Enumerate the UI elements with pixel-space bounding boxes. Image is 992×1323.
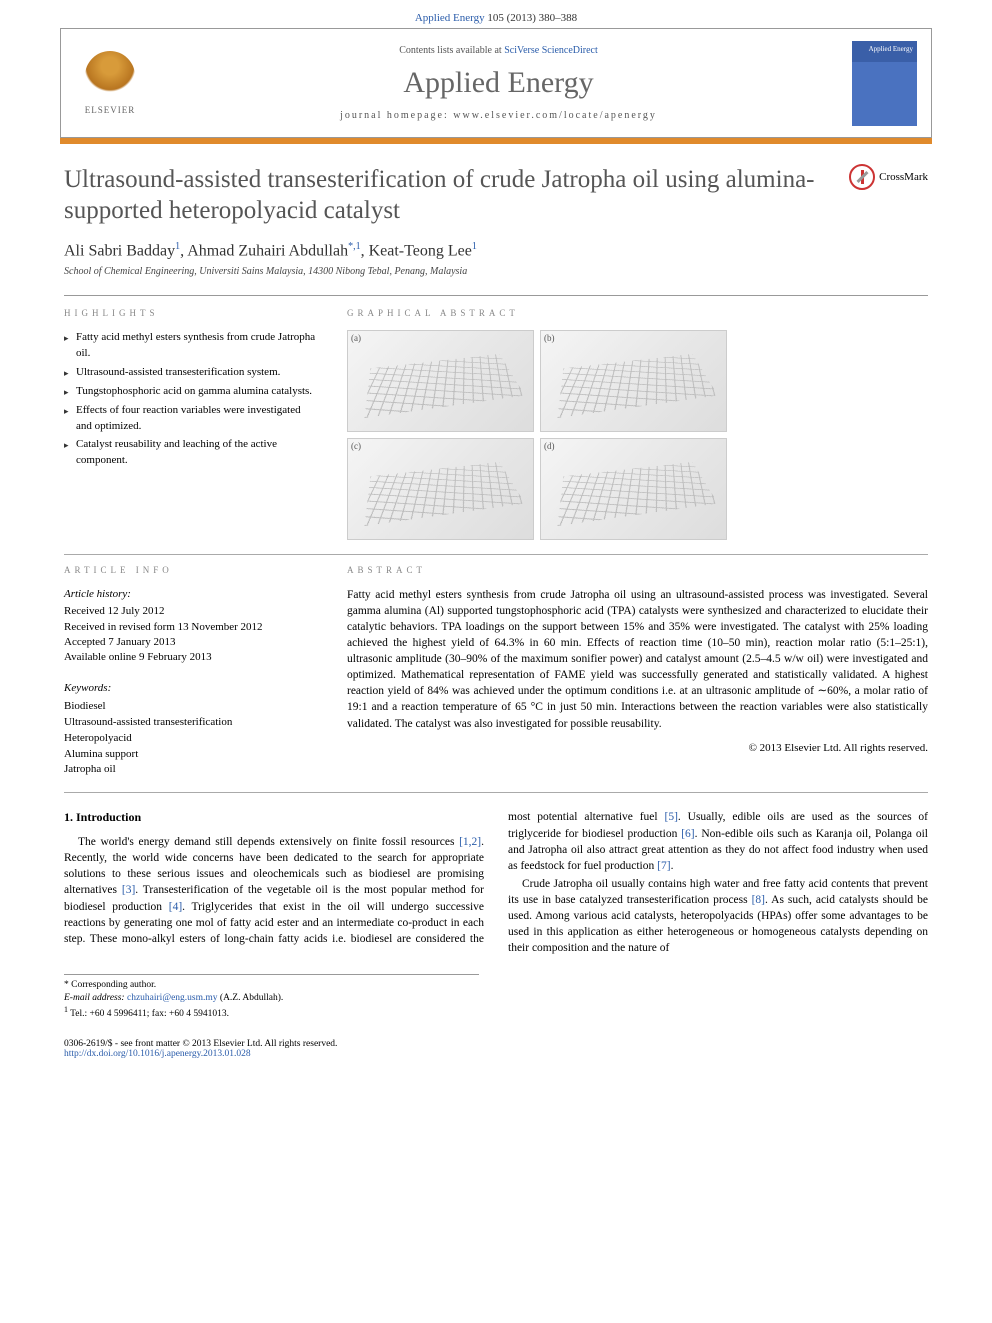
ref-link[interactable]: [3] [122,884,135,896]
ref-link[interactable]: [4] [169,901,182,913]
keyword-item: Heteropolyacid [64,731,319,747]
ga-panel-label: (d) [544,441,555,451]
doi-line: http://dx.doi.org/10.1016/j.apenergy.201… [64,1049,337,1059]
intro-paragraph-2: Crude Jatropha oil usually contains high… [508,876,928,956]
divider [64,554,928,555]
highlight-item: Fatty acid methyl esters synthesis from … [64,330,319,362]
author-3: Keat-Teong Lee [369,242,472,259]
ref-link[interactable]: [8] [752,894,765,906]
section-heading-intro: 1. Introduction [64,809,484,826]
highlights-heading: HIGHLIGHTS [64,308,319,318]
keywords-block: Keywords: Biodiesel Ultrasound-assisted … [64,681,319,779]
tel-line: 1 Tel.: +60 4 5996411; fax: +60 4 594101… [64,1005,479,1021]
homepage-url: www.elsevier.com/locate/apenergy [453,110,657,121]
crossmark-badge[interactable]: CrossMark [849,164,928,190]
keyword-item: Jatropha oil [64,762,319,778]
ref-link[interactable]: [1,2] [459,836,481,848]
graphical-abstract-heading: GRAPHICAL ABSTRACT [347,308,928,318]
footnotes: * Corresponding author. E-mail address: … [64,974,479,1021]
citation-journal-link[interactable]: Applied Energy [415,12,485,24]
article-info-heading: ARTICLE INFO [64,565,319,575]
article-title: Ultrasound-assisted transesterification … [64,164,829,227]
homepage-prefix: journal homepage: [340,110,453,121]
history-received: Received 12 July 2012 [64,604,319,619]
journal-cover[interactable]: Applied Energy [852,41,917,126]
corresponding-author-note: * Corresponding author. [64,979,479,992]
body-text: 1. Introduction The world's energy deman… [64,809,928,956]
author-2: Ahmad Zuhairi Abdullah [187,242,348,259]
tel-text: Tel.: +60 4 5996411; fax: +60 4 5941013. [68,1009,229,1019]
ga-panel-label: (b) [544,333,555,343]
divider [64,295,928,296]
surface-plot-icon [364,354,524,418]
highlight-item: Tungstophosphoric acid on gamma alumina … [64,384,319,400]
abstract-heading: ABSTRACT [347,565,928,575]
divider [64,792,928,793]
text-run: The world's energy demand still depends … [78,836,459,848]
highlight-item: Effects of four reaction variables were … [64,403,319,435]
footer: 0306-2619/$ - see front matter © 2013 El… [64,1033,928,1059]
email-link[interactable]: chzuhairi@eng.usm.my [127,993,218,1003]
ga-panel-c: (c) [347,438,534,540]
citation-rest: 105 (2013) 380–388 [485,12,578,24]
issn-line: 0306-2619/$ - see front matter © 2013 El… [64,1039,337,1049]
article-history: Article history: Received 12 July 2012 R… [64,587,319,666]
keyword-item: Ultrasound-assisted transesterification [64,715,319,731]
ga-panel-label: (c) [351,441,361,451]
ref-link[interactable]: [5] [664,811,677,823]
masthead: ELSEVIER Contents lists available at Sci… [60,28,932,138]
history-online: Available online 9 February 2013 [64,650,319,665]
highlight-item: Ultrasound-assisted transesterification … [64,365,319,381]
surface-plot-icon [557,462,717,526]
ref-link[interactable]: [6] [681,828,694,840]
homepage-line: journal homepage: www.elsevier.com/locat… [145,110,852,121]
author-2-sup: *,1 [348,241,361,252]
elsevier-logo[interactable]: ELSEVIER [75,43,145,123]
keywords-heading: Keywords: [64,681,319,697]
contents-prefix: Contents lists available at [399,45,504,56]
journal-name: Applied Energy [145,66,852,100]
doi-prefix-link[interactable]: http://dx.doi.org/ [64,1049,128,1059]
citation-header: Applied Energy 105 (2013) 380–388 [0,0,992,28]
elsevier-tree-icon [85,51,135,101]
author-3-sup: 1 [472,241,477,252]
keyword-item: Alumina support [64,747,319,763]
history-accepted: Accepted 7 January 2013 [64,635,319,650]
abstract-text: Fatty acid methyl esters synthesis from … [347,587,928,732]
email-suffix: (A.Z. Abdullah). [218,993,284,1003]
authors-line: Ali Sabri Badday1, Ahmad Zuhairi Abdulla… [64,241,928,260]
graphical-abstract-figure: (a) (b) (c) (d) [347,330,727,540]
ref-link[interactable]: [7] [657,860,670,872]
surface-plot-icon [364,462,524,526]
ga-panel-d: (d) [540,438,727,540]
journal-cover-label: Applied Energy [856,45,913,53]
email-line: E-mail address: chzuhairi@eng.usm.my (A.… [64,992,479,1005]
text-run: . [671,860,674,872]
ga-panel-label: (a) [351,333,361,343]
masthead-center: Contents lists available at SciVerse Sci… [145,45,852,121]
author-1: Ali Sabri Badday [64,242,175,259]
crossmark-label: CrossMark [879,171,928,183]
email-label: E-mail address: [64,993,127,1003]
ga-panel-b: (b) [540,330,727,432]
crossmark-icon [849,164,875,190]
history-revised: Received in revised form 13 November 201… [64,620,319,635]
affiliation: School of Chemical Engineering, Universi… [64,266,928,277]
elsevier-label: ELSEVIER [85,105,136,115]
highlight-item: Catalyst reusability and leaching of the… [64,437,319,469]
author-1-sup: 1 [175,241,180,252]
contents-line: Contents lists available at SciVerse Sci… [145,45,852,56]
doi-link[interactable]: 10.1016/j.apenergy.2013.01.028 [128,1049,250,1059]
copyright-line: © 2013 Elsevier Ltd. All rights reserved… [347,742,928,754]
surface-plot-icon [557,354,717,418]
ga-panel-a: (a) [347,330,534,432]
highlights-list: Fatty acid methyl esters synthesis from … [64,330,319,470]
sciencedirect-link[interactable]: SciVerse ScienceDirect [504,45,598,56]
keyword-item: Biodiesel [64,699,319,715]
history-heading: Article history: [64,587,319,602]
